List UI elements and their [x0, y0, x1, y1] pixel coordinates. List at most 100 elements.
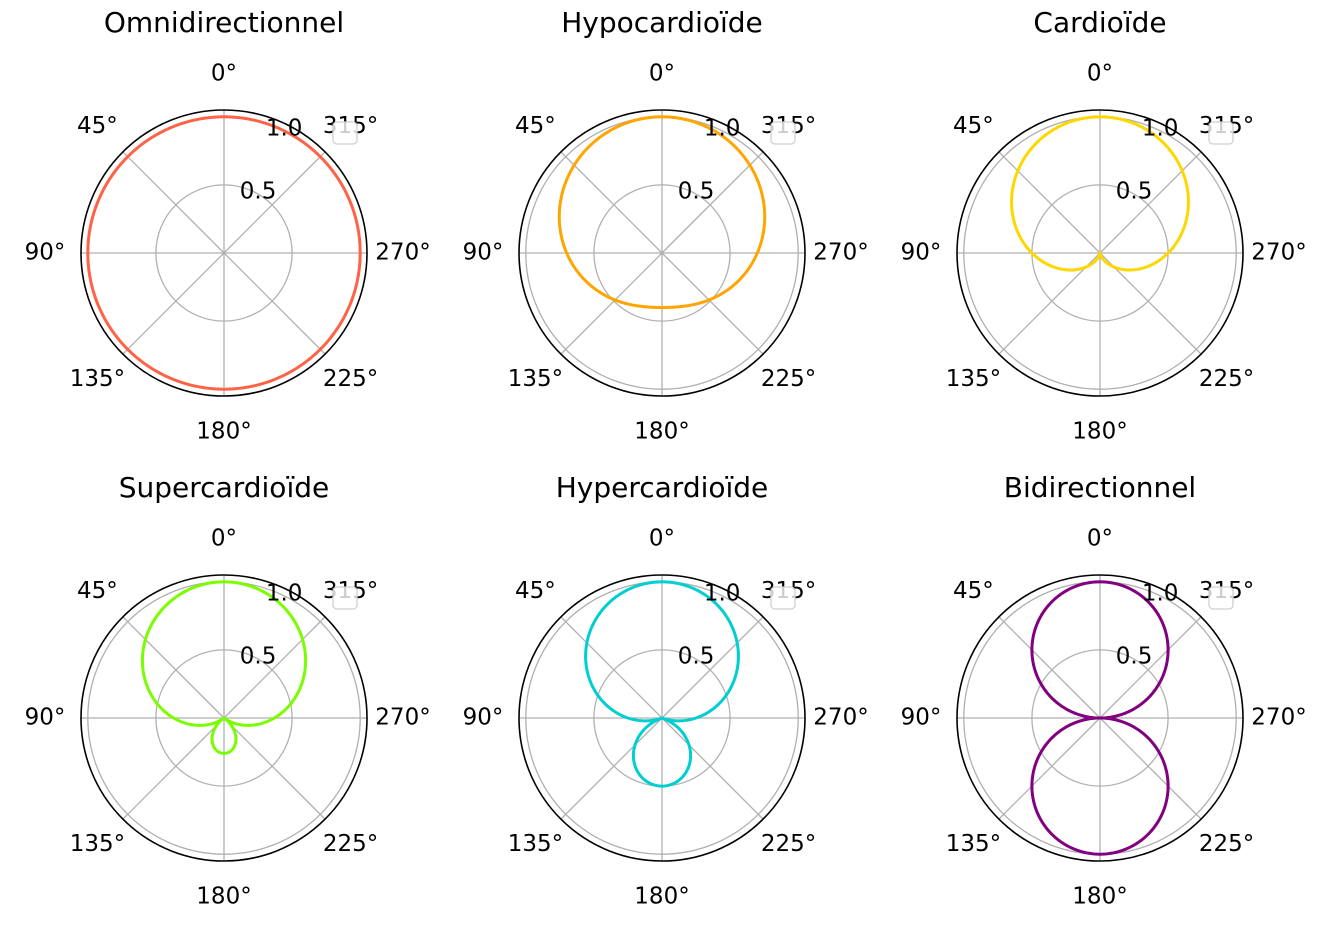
hypercardio-de-pattern-curve: [584, 580, 740, 788]
polar-axis-frame: [518, 109, 806, 397]
theta-tick-label: 90°: [25, 705, 66, 731]
theta-grid-line: [223, 151, 326, 254]
theta-tick-label: 135°: [946, 831, 1001, 857]
legend-box: [770, 121, 796, 145]
chart-title: Hypercardioïde: [556, 471, 769, 504]
theta-grid-line: [560, 616, 663, 719]
theta-tick-label: 0°: [1087, 526, 1113, 552]
theta-tick-label: 270°: [375, 240, 430, 266]
theta-tick-label: 135°: [508, 831, 563, 857]
theta-grid-line: [122, 151, 225, 254]
cardio-de-pattern-curve: [1010, 115, 1190, 272]
chart-title: Supercardioïde: [119, 471, 329, 504]
polar-chart-1: Omnidirectionnel 0.5 1.0 0° 45° 90° 135° 180° 22…: [25, 6, 431, 445]
theta-tick-label: 0°: [211, 526, 237, 552]
polar-chart-5: Hypercardioïde 0.5 1.0 0° 45° 90° 135° 180° 225°…: [463, 471, 869, 910]
legend-box: [1208, 121, 1234, 145]
theta-grid-line: [560, 151, 663, 254]
theta-grid-line: [998, 717, 1101, 820]
theta-tick-label: 90°: [901, 240, 942, 266]
polar-axis-frame: [80, 574, 368, 862]
r-tick-label: 0.5: [678, 644, 715, 670]
theta-tick-label: 45°: [515, 578, 556, 604]
polar-chart-4: Supercardioïde 0.5 1.0 0° 45° 90° 135° 180° 225°…: [25, 471, 431, 910]
legend-box: [1208, 586, 1234, 610]
theta-grid-line: [998, 252, 1101, 355]
theta-tick-label: 180°: [196, 884, 251, 910]
chart-title: Bidirectionnel: [1004, 471, 1196, 504]
r-tick-label: 0.5: [1116, 179, 1153, 205]
theta-tick-label: 225°: [761, 831, 816, 857]
polar-chart-2: Hypocardioïde 0.5 1.0 0° 45° 90° 135° 180° 225° 2…: [463, 6, 869, 445]
theta-tick-label: 45°: [953, 578, 994, 604]
theta-tick-label: 135°: [70, 366, 125, 392]
theta-grid-line: [661, 717, 764, 820]
theta-tick-label: 180°: [634, 884, 689, 910]
r-tick-label: 0.5: [240, 644, 277, 670]
theta-tick-label: 90°: [25, 240, 66, 266]
theta-grid-line: [223, 616, 326, 719]
theta-tick-label: 45°: [77, 113, 118, 139]
theta-tick-label: 225°: [323, 831, 378, 857]
r-tick-label: 1.0: [266, 116, 303, 142]
chart-title: Cardioïde: [1033, 6, 1166, 39]
theta-grid-line: [661, 616, 764, 719]
theta-grid-line: [1099, 252, 1202, 355]
polar-chart-6: Bidirectionnel 0.5 1.0 0° 45° 90° 135° 180° 225°…: [901, 471, 1307, 910]
polar-chart-3: Cardioïde0.51.00°45°90°135°180°225°270°3…: [901, 6, 1307, 445]
hypocardio-de-pattern-curve: [557, 115, 767, 309]
theta-tick-label: 225°: [1199, 366, 1254, 392]
r-tick-label: 1.0: [1142, 116, 1179, 142]
polar-axis-frame: [80, 109, 368, 397]
theta-grid-line: [998, 151, 1101, 254]
legend-box: [332, 586, 358, 610]
theta-tick-label: 180°: [634, 419, 689, 445]
theta-grid-line: [122, 252, 225, 355]
r-tick-label: 1.0: [704, 581, 741, 607]
r-tick-label: 0.5: [240, 179, 277, 205]
theta-tick-label: 45°: [953, 113, 994, 139]
theta-tick-label: 225°: [323, 366, 378, 392]
r-tick-label: 0.5: [1116, 644, 1153, 670]
theta-grid-line: [122, 616, 225, 719]
r-tick-label: 1.0: [266, 581, 303, 607]
polar-axis-frame: [956, 574, 1244, 862]
theta-tick-label: 180°: [1072, 419, 1127, 445]
theta-tick-label: 270°: [813, 705, 868, 731]
r-tick-label: 1.0: [1142, 581, 1179, 607]
theta-tick-label: 180°: [1072, 884, 1127, 910]
chart-title: Hypocardioïde: [561, 6, 763, 39]
theta-grid-line: [1099, 151, 1202, 254]
r-tick-label: 1.0: [704, 116, 741, 142]
theta-tick-label: 45°: [77, 578, 118, 604]
theta-grid-line: [1099, 616, 1202, 719]
theta-tick-label: 225°: [1199, 831, 1254, 857]
theta-tick-label: 90°: [901, 705, 942, 731]
theta-grid-line: [661, 151, 764, 254]
r-tick-label: 0.5: [678, 179, 715, 205]
polar-axis-frame: [518, 574, 806, 862]
theta-tick-label: 0°: [649, 526, 675, 552]
theta-grid-line: [661, 252, 764, 355]
theta-tick-label: 270°: [1251, 240, 1306, 266]
theta-tick-label: 45°: [515, 113, 556, 139]
theta-grid-line: [223, 252, 326, 355]
bidirectionnel-pattern-curve: [1030, 580, 1170, 856]
theta-grid-line: [122, 717, 225, 820]
theta-tick-label: 135°: [508, 366, 563, 392]
supercardio-de-pattern-curve: [140, 580, 308, 755]
theta-tick-label: 135°: [946, 366, 1001, 392]
theta-tick-label: 225°: [761, 366, 816, 392]
theta-tick-label: 135°: [70, 831, 125, 857]
theta-tick-label: 0°: [1087, 61, 1113, 87]
theta-tick-label: 270°: [375, 705, 430, 731]
omnidirectionnel-pattern-curve: [86, 115, 362, 391]
theta-tick-label: 90°: [463, 240, 504, 266]
legend-box: [332, 121, 358, 145]
theta-grid-line: [560, 252, 663, 355]
theta-tick-label: 0°: [649, 61, 675, 87]
theta-tick-label: 180°: [196, 419, 251, 445]
theta-tick-label: 90°: [463, 705, 504, 731]
